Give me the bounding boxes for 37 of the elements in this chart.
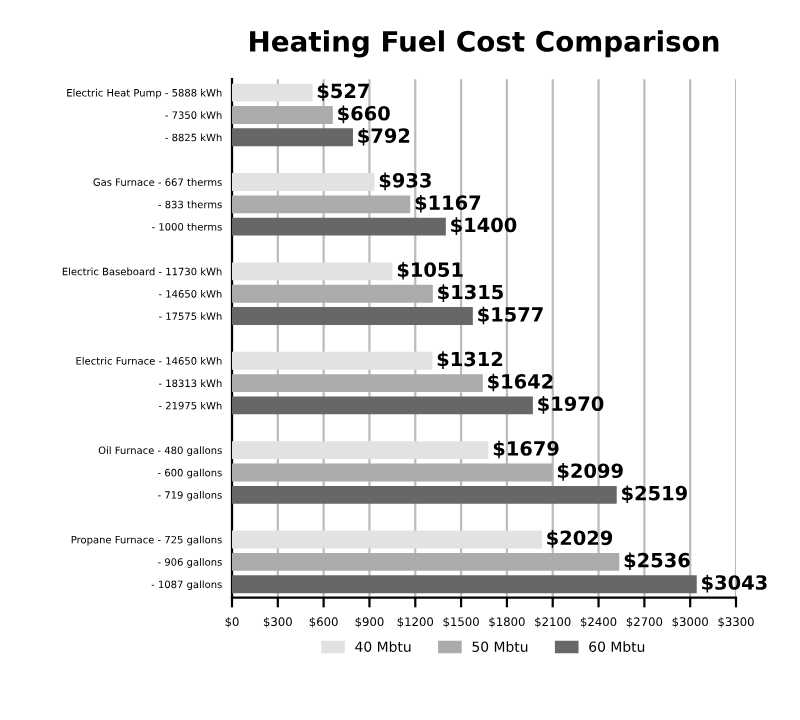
bar xyxy=(232,575,697,594)
data-label: $1400 xyxy=(451,217,517,235)
data-label: $1051 xyxy=(397,261,463,280)
data-label: $792 xyxy=(358,127,410,146)
data-label: $2519 xyxy=(622,485,687,504)
bar xyxy=(232,351,433,370)
bar xyxy=(232,463,553,482)
bar xyxy=(232,128,353,147)
data-label: $933 xyxy=(379,172,431,191)
data-label: $2536 xyxy=(624,552,690,571)
data-label: $1642 xyxy=(488,373,553,392)
data-label: $1167 xyxy=(415,194,481,213)
data-label: $660 xyxy=(338,105,390,124)
data-label: $1315 xyxy=(438,284,503,302)
bar xyxy=(232,485,617,504)
bar xyxy=(232,195,411,214)
bar xyxy=(232,83,313,102)
bar xyxy=(232,530,542,549)
data-label: $2029 xyxy=(547,530,613,548)
data-label: $2099 xyxy=(557,463,623,481)
bar xyxy=(232,173,375,191)
bar xyxy=(232,217,446,236)
data-label: $1970 xyxy=(538,396,604,414)
data-label: $1577 xyxy=(478,306,543,325)
bar xyxy=(232,374,483,393)
data-label: $1312 xyxy=(437,351,503,369)
data-label: $527 xyxy=(317,83,369,101)
bar xyxy=(232,307,473,325)
bar xyxy=(232,441,489,460)
chart-title: Heating Fuel Cost Comparison xyxy=(250,30,719,58)
bar xyxy=(232,396,533,415)
bar xyxy=(232,552,620,571)
data-label: $1679 xyxy=(493,440,559,459)
data-label: $3043 xyxy=(702,574,767,593)
bar xyxy=(232,262,393,281)
bar xyxy=(232,106,333,124)
bar xyxy=(232,284,433,303)
